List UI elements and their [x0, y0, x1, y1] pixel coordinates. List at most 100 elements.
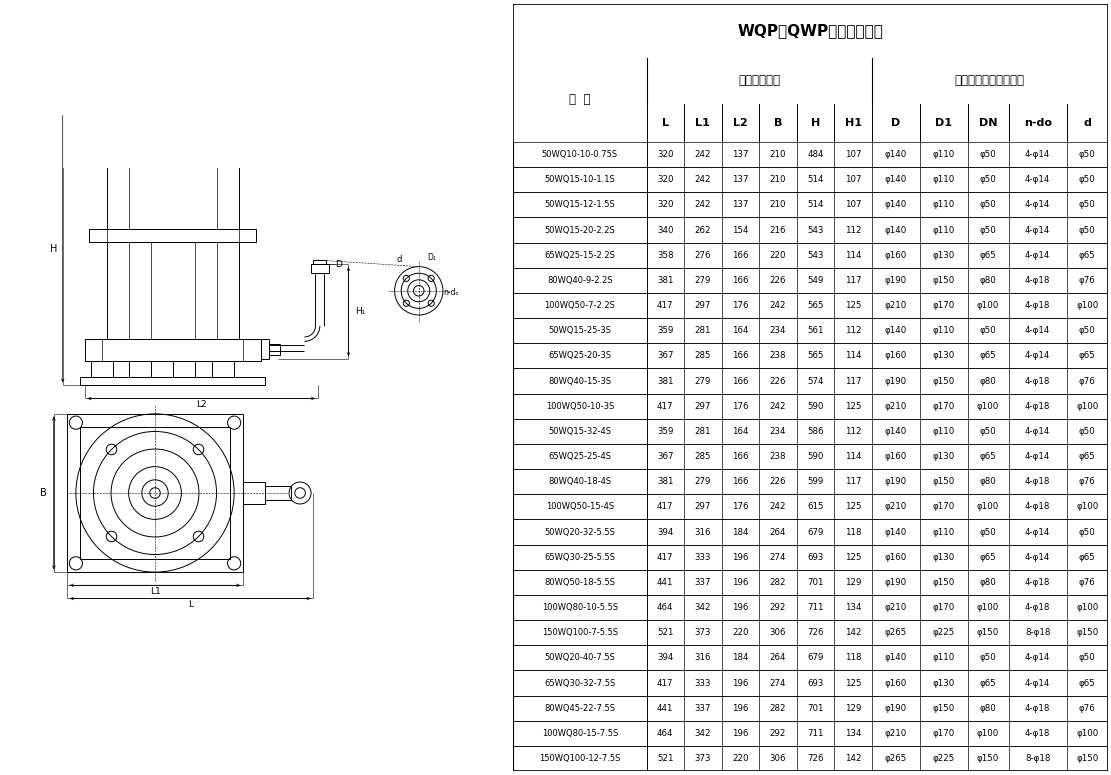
Text: 80WQ40-9-2.2S: 80WQ40-9-2.2S — [547, 276, 612, 285]
Text: φ80: φ80 — [980, 704, 997, 713]
Text: φ190: φ190 — [884, 704, 907, 713]
Text: φ140: φ140 — [884, 653, 907, 663]
Text: φ50: φ50 — [980, 528, 997, 536]
Text: 184: 184 — [732, 653, 749, 663]
Bar — [166, 115, 179, 122]
Text: 590: 590 — [808, 401, 823, 411]
Text: 297: 297 — [694, 301, 711, 310]
Text: φ65: φ65 — [980, 452, 997, 461]
Text: 112: 112 — [845, 427, 861, 436]
Text: L: L — [662, 118, 669, 128]
Text: 234: 234 — [770, 326, 787, 336]
Text: 574: 574 — [808, 377, 824, 385]
Text: 4-φ14: 4-φ14 — [1025, 251, 1050, 260]
Text: φ65: φ65 — [980, 351, 997, 360]
Text: 137: 137 — [732, 201, 749, 209]
Text: B: B — [40, 488, 47, 498]
Text: φ190: φ190 — [884, 578, 907, 587]
Text: φ76: φ76 — [1079, 578, 1095, 587]
Text: φ150: φ150 — [932, 477, 954, 486]
Text: 4-φ14: 4-φ14 — [1025, 150, 1050, 159]
Text: φ170: φ170 — [932, 401, 954, 411]
Text: φ170: φ170 — [932, 603, 954, 612]
Text: 166: 166 — [732, 251, 749, 260]
Text: 114: 114 — [845, 251, 861, 260]
Text: φ100: φ100 — [1077, 502, 1099, 512]
Text: 4-φ14: 4-φ14 — [1025, 326, 1050, 336]
Text: φ160: φ160 — [884, 679, 907, 687]
Text: 196: 196 — [732, 728, 749, 738]
Text: 112: 112 — [845, 226, 861, 235]
Text: 220: 220 — [732, 629, 749, 637]
Text: φ50: φ50 — [980, 427, 997, 436]
Text: 220: 220 — [732, 754, 749, 763]
Text: 342: 342 — [694, 728, 711, 738]
Text: 367: 367 — [657, 351, 673, 360]
Text: 166: 166 — [732, 452, 749, 461]
Text: φ65: φ65 — [1079, 351, 1095, 360]
Text: 129: 129 — [845, 578, 861, 587]
Text: 521: 521 — [657, 754, 673, 763]
Text: 4-φ14: 4-φ14 — [1025, 553, 1050, 562]
Text: 210: 210 — [770, 175, 787, 184]
Text: 4-φ18: 4-φ18 — [1025, 578, 1050, 587]
Text: 184: 184 — [732, 528, 749, 536]
Text: 282: 282 — [770, 578, 787, 587]
Text: 549: 549 — [808, 276, 823, 285]
Text: φ100: φ100 — [1077, 401, 1099, 411]
Text: φ130: φ130 — [932, 553, 954, 562]
Text: 297: 297 — [694, 502, 711, 512]
Text: 4-φ14: 4-φ14 — [1025, 653, 1050, 663]
Text: 264: 264 — [770, 653, 787, 663]
Text: φ76: φ76 — [1079, 477, 1095, 486]
Text: 320: 320 — [657, 150, 673, 159]
Bar — [159, 122, 186, 135]
Text: 333: 333 — [694, 679, 711, 687]
Text: 264: 264 — [770, 528, 787, 536]
Text: φ50: φ50 — [1079, 326, 1095, 336]
Text: H: H — [50, 244, 58, 254]
Text: φ190: φ190 — [884, 276, 907, 285]
Text: 514: 514 — [808, 175, 824, 184]
Text: 118: 118 — [845, 653, 861, 663]
Text: 50WQ15-20-2.2S: 50WQ15-20-2.2S — [544, 226, 615, 235]
Text: 242: 242 — [770, 401, 787, 411]
Text: 464: 464 — [657, 728, 673, 738]
Text: φ150: φ150 — [977, 754, 999, 763]
Text: φ50: φ50 — [1079, 226, 1095, 235]
Text: φ110: φ110 — [932, 326, 954, 336]
Bar — [269, 343, 280, 354]
Bar — [107, 150, 239, 229]
Text: 166: 166 — [732, 477, 749, 486]
Text: φ110: φ110 — [932, 653, 954, 663]
Text: 381: 381 — [657, 477, 673, 486]
Text: φ130: φ130 — [932, 679, 954, 687]
Text: 726: 726 — [808, 629, 824, 637]
Bar — [311, 264, 329, 274]
Text: φ140: φ140 — [884, 226, 907, 235]
Text: 679: 679 — [808, 528, 823, 536]
Text: φ50: φ50 — [1079, 201, 1095, 209]
Text: 359: 359 — [657, 326, 673, 336]
Text: 590: 590 — [808, 452, 823, 461]
Text: 100WQ80-10-5.5S: 100WQ80-10-5.5S — [542, 603, 618, 612]
Text: 226: 226 — [770, 377, 787, 385]
Text: 521: 521 — [657, 629, 673, 637]
Text: 701: 701 — [808, 704, 824, 713]
Text: 484: 484 — [808, 150, 824, 159]
Text: φ50: φ50 — [1079, 175, 1095, 184]
Text: 711: 711 — [808, 603, 824, 612]
Text: 226: 226 — [770, 276, 787, 285]
Bar — [84, 339, 260, 361]
Text: φ130: φ130 — [932, 351, 954, 360]
Bar — [116, 141, 230, 150]
Text: H1: H1 — [844, 118, 862, 128]
Bar — [107, 243, 239, 339]
Text: 100WQ50-10-3S: 100WQ50-10-3S — [546, 401, 614, 411]
Text: 210: 210 — [770, 201, 787, 209]
Text: 316: 316 — [694, 528, 711, 536]
Text: 274: 274 — [770, 553, 787, 562]
Text: 50WQ20-32-5.5S: 50WQ20-32-5.5S — [544, 528, 615, 536]
Text: 292: 292 — [770, 603, 787, 612]
Text: 196: 196 — [732, 603, 749, 612]
